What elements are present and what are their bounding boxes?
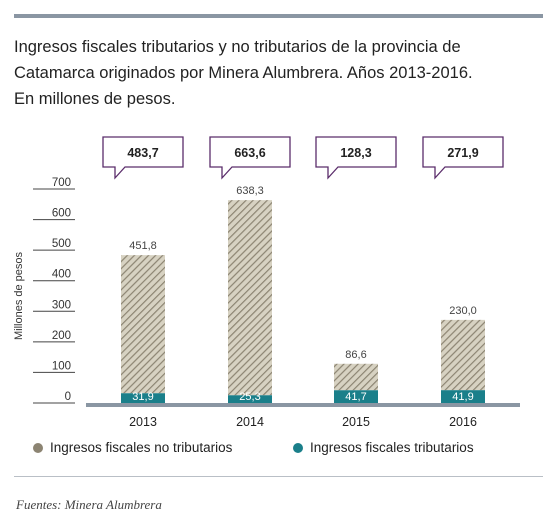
x-tick-label: 2016 <box>449 415 477 429</box>
bar-no-tributarios <box>441 319 485 391</box>
y-tick-label: 0 <box>65 391 71 403</box>
y-tick-label: 300 <box>52 299 71 311</box>
bottom-rule <box>14 476 543 477</box>
y-tick-label: 500 <box>52 238 71 250</box>
bar-tributarios <box>228 395 272 403</box>
data-label-tributarios: 41,7 <box>345 391 366 403</box>
x-tick-label: 2013 <box>129 415 157 429</box>
total-label: 663,6 <box>234 146 265 160</box>
data-label-tributarios: 25,3 <box>239 391 260 403</box>
total-callout <box>102 136 184 180</box>
y-tick-label: 700 <box>52 177 71 189</box>
bar-no-tributarios <box>228 200 272 396</box>
y-tick-label: 100 <box>52 360 71 372</box>
bar-tributarios <box>121 393 165 403</box>
legend-marker-no-tributarios <box>33 443 43 453</box>
bar-no-tributarios <box>121 255 165 394</box>
total-label: 128,3 <box>340 146 371 160</box>
legend-marker-tributarios <box>293 443 303 453</box>
data-label-tributarios: 41,9 <box>452 391 473 403</box>
chart-title: Ingresos fiscales tributarios y no tribu… <box>14 38 473 108</box>
x-tick-label: 2014 <box>236 415 264 429</box>
source-note: Fuentes: Minera Alumbrera <box>16 497 162 512</box>
data-label-no-tributarios: 638,3 <box>236 185 264 197</box>
bar-tributarios <box>441 390 485 403</box>
total-label: 271,9 <box>447 146 478 160</box>
total-label: 483,7 <box>127 146 158 160</box>
y-tick-label: 200 <box>52 330 71 342</box>
y-tick-label: 400 <box>52 269 71 281</box>
legend-label-no-tributarios: Ingresos fiscales no tributarios <box>50 440 233 455</box>
x-axis-line <box>86 403 520 407</box>
y-axis-label: Millones de pesos <box>13 251 25 340</box>
data-label-no-tributarios: 86,6 <box>345 349 366 361</box>
data-label-no-tributarios: 451,8 <box>129 240 157 252</box>
y-tick-label: 600 <box>52 208 71 220</box>
top-rule <box>14 14 543 18</box>
total-callout <box>422 136 504 180</box>
x-tick-label: 2015 <box>342 415 370 429</box>
total-callout <box>209 136 291 180</box>
legend-label-tributarios: Ingresos fiscales tributarios <box>310 440 474 455</box>
bar-tributarios <box>334 390 378 403</box>
data-label-no-tributarios: 230,0 <box>449 305 477 317</box>
data-label-tributarios: 31,9 <box>132 391 153 403</box>
bar-no-tributarios <box>334 363 378 391</box>
total-callout <box>315 136 397 180</box>
